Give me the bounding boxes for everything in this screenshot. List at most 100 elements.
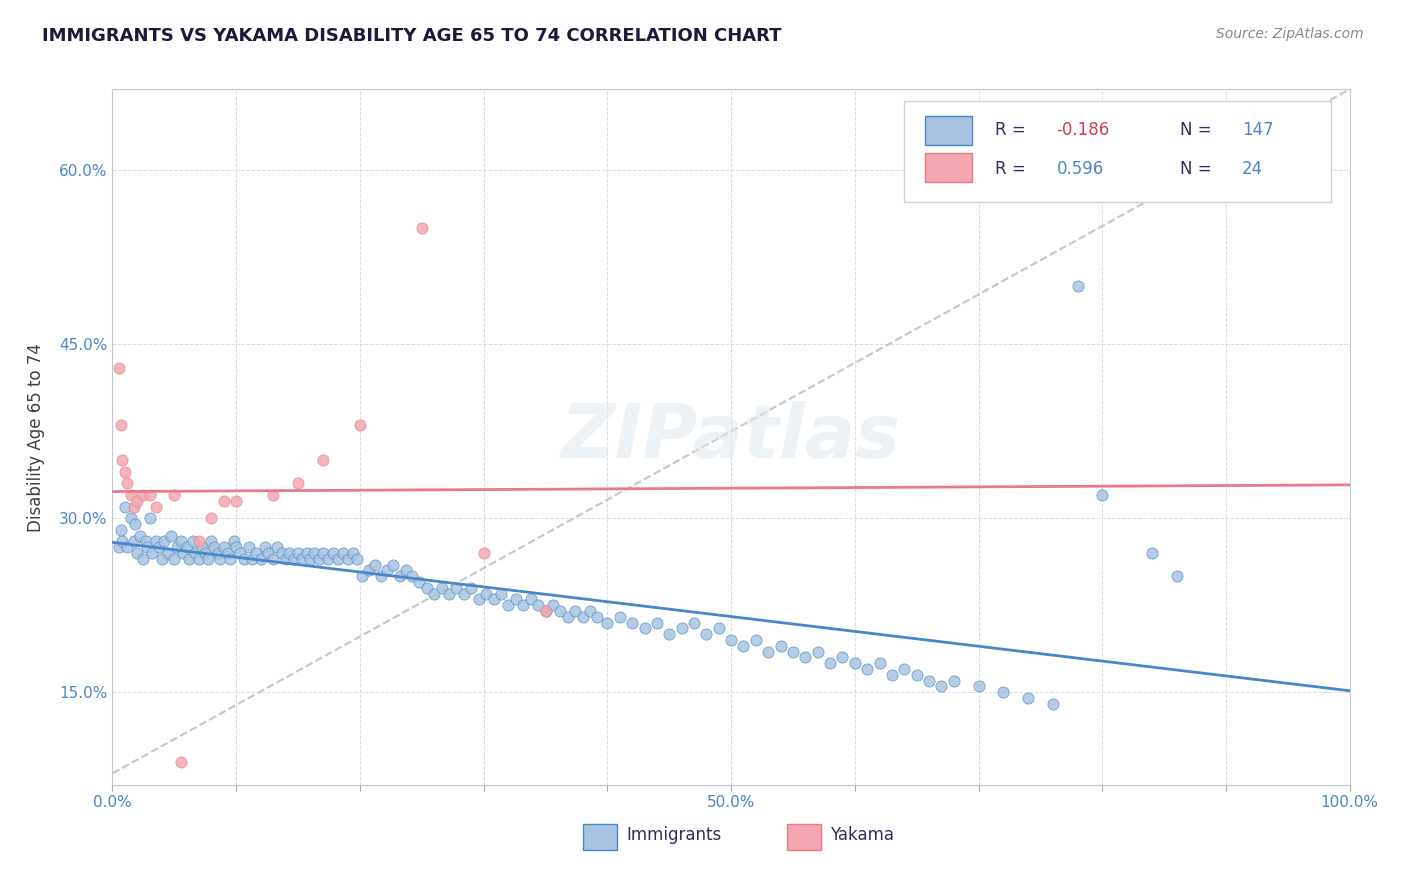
Point (194, 546, 217, 560)
Point (769, 639, 792, 653)
Point (931, 680, 953, 694)
Text: 147: 147 (1241, 121, 1274, 139)
Point (364, 558, 387, 572)
Point (423, 587, 446, 601)
Point (120, 511, 142, 525)
Point (437, 587, 460, 601)
Point (498, 598, 520, 612)
Point (460, 581, 482, 595)
Point (188, 551, 211, 566)
Point (172, 546, 194, 560)
FancyBboxPatch shape (925, 153, 973, 183)
Point (138, 511, 160, 525)
Point (942, 673, 965, 688)
FancyBboxPatch shape (925, 116, 973, 145)
Point (1042, 697, 1064, 711)
Point (132, 551, 155, 566)
Point (136, 540, 159, 554)
Point (150, 551, 173, 566)
Point (446, 581, 468, 595)
Point (388, 569, 411, 583)
Point (157, 546, 180, 560)
Point (212, 540, 235, 554)
Point (571, 610, 593, 624)
Point (107, 360, 129, 375)
Point (782, 644, 804, 658)
Point (905, 667, 928, 681)
Text: Yakama: Yakama (830, 826, 894, 844)
Point (283, 551, 305, 566)
Text: ZIPatlas: ZIPatlas (561, 401, 901, 474)
Point (707, 621, 730, 635)
Point (163, 488, 186, 502)
Point (287, 476, 309, 491)
Point (209, 551, 232, 566)
Point (596, 615, 619, 630)
Point (312, 546, 335, 560)
Point (893, 662, 915, 676)
Point (117, 476, 139, 491)
Point (794, 650, 817, 665)
Point (416, 581, 439, 595)
Text: -0.186: -0.186 (1056, 121, 1109, 139)
Point (658, 627, 681, 641)
Point (240, 551, 263, 566)
Point (671, 621, 693, 635)
Point (159, 528, 181, 542)
Point (557, 610, 579, 624)
Point (869, 657, 891, 671)
Text: IMMIGRANTS VS YAKAMA DISABILITY AGE 65 TO 74 CORRELATION CHART: IMMIGRANTS VS YAKAMA DISABILITY AGE 65 T… (42, 27, 782, 45)
Point (519, 592, 541, 607)
Point (225, 493, 247, 508)
Point (411, 221, 433, 235)
Point (212, 493, 235, 508)
Point (200, 511, 222, 525)
Point (332, 546, 354, 560)
Point (733, 639, 755, 653)
Point (222, 534, 245, 549)
Point (238, 540, 260, 554)
Point (190, 540, 212, 554)
Point (124, 516, 146, 531)
Point (117, 540, 139, 554)
Point (114, 500, 136, 514)
Point (302, 546, 325, 560)
Point (609, 610, 631, 624)
Point (181, 534, 204, 549)
Point (346, 551, 368, 566)
Point (295, 546, 318, 560)
Point (274, 551, 297, 566)
Point (1091, 488, 1114, 502)
Point (342, 546, 364, 560)
Point (148, 540, 170, 554)
Point (312, 453, 335, 467)
Point (918, 673, 941, 688)
Point (200, 534, 222, 549)
Point (430, 581, 453, 595)
Point (122, 500, 145, 514)
Point (153, 534, 176, 549)
Point (370, 569, 392, 583)
Point (217, 546, 239, 560)
Point (375, 564, 398, 578)
Point (207, 546, 229, 560)
Point (579, 604, 602, 618)
Point (110, 418, 132, 433)
Point (271, 546, 294, 560)
Point (127, 546, 149, 560)
Point (120, 488, 142, 502)
Point (127, 493, 149, 508)
Point (395, 564, 418, 578)
Point (326, 551, 349, 566)
Point (169, 534, 191, 549)
Point (128, 528, 150, 542)
Point (1066, 279, 1088, 293)
Point (163, 551, 186, 566)
Point (880, 667, 903, 681)
Point (262, 488, 284, 502)
Point (357, 564, 380, 578)
Point (179, 551, 201, 566)
Point (621, 615, 644, 630)
Point (527, 598, 550, 612)
Text: N =: N = (1180, 160, 1212, 178)
